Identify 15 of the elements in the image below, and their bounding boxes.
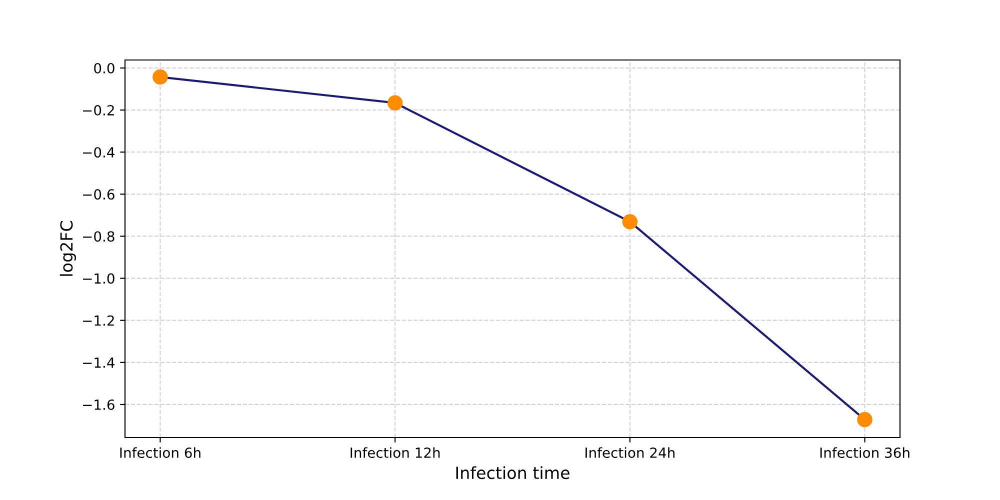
x-tick-label: Infection 36h — [820, 447, 910, 458]
y-tick-label: −1.2 — [83, 315, 114, 326]
y-tick-label: −1.6 — [83, 399, 114, 410]
y-tick-label: 0.0 — [94, 62, 114, 74]
y-axis-title: log2FC — [60, 221, 76, 276]
y-tick-label: −1.4 — [83, 358, 114, 368]
y-tick-label: −0.4 — [83, 147, 114, 158]
x-tick-label: Infection 24h — [586, 447, 674, 458]
x-tick-label: Infection 6h — [120, 447, 200, 458]
y-tick-label: −0.2 — [83, 105, 114, 116]
y-tick-label: −1.0 — [83, 273, 114, 284]
y-tick-label: −0.8 — [83, 231, 114, 242]
y-tick-label: −0.6 — [83, 189, 114, 200]
x-tick-label: Infection 12h — [350, 447, 440, 458]
x-axis-title: Infection time — [456, 466, 570, 480]
